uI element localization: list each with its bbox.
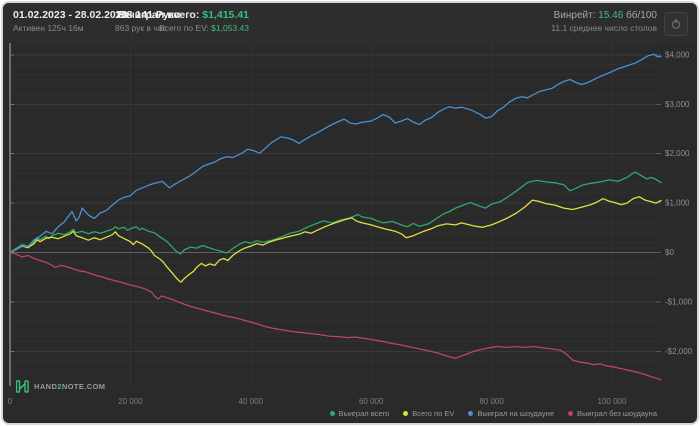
active-time: Активен 125ч 16м <box>13 23 84 33</box>
y-tick-label: -$1,000 <box>665 297 693 306</box>
y-tick-label: $2,000 <box>665 149 690 158</box>
y-tick-label: -$2,000 <box>665 347 693 356</box>
legend-dot-icon <box>329 411 335 416</box>
y-tick-label: $0 <box>665 248 674 257</box>
series-line-выиграл-всего <box>9 171 662 255</box>
date-range-block: 01.02.2023 - 28.02.2023 Активен 125ч 16м <box>13 9 127 34</box>
legend-label: Выиграл без шоудауна <box>577 409 657 418</box>
legend-item[interactable]: Выиграл на шоудауне <box>468 409 554 418</box>
winnings-graph: $4,000 $3,000 $2,000 $1,000 $0 -$1,000 -$2,000… <box>8 40 693 406</box>
winrate-block: Винрейт: 15.46 бб/100 11.1 среднее число… <box>551 9 657 34</box>
series-line-выиграл-на-шоудауне <box>9 53 662 254</box>
watermark-pre: HAND <box>34 382 58 391</box>
watermark: HAND2NOTE.COM <box>16 380 105 393</box>
legend-item[interactable]: Всего по EV <box>403 409 454 418</box>
winrate-unit: бб/100 <box>626 10 657 21</box>
x-tick-label: 100 000 <box>598 397 627 406</box>
legend-label: Выиграл всего <box>338 409 390 418</box>
legend-dot-icon <box>568 411 573 416</box>
hands-count: 108 141 Руки <box>115 9 181 21</box>
legend-dot-icon <box>403 411 409 416</box>
avg-tables: 11.1 среднее число столов <box>551 23 657 33</box>
ev-total-value: $1,053.43 <box>211 23 249 33</box>
watermark-post: NOTE.COM <box>61 382 106 391</box>
winnings-block: Выиграл всего: $1,415.41 Всего по EV: $1… <box>118 9 249 34</box>
graph-settings-button[interactable] <box>664 12 688 36</box>
series-line-выиграл-без-шоудауна <box>9 251 662 381</box>
won-total-label: Выиграл всего: <box>118 9 200 21</box>
y-tick-label: $3,000 <box>665 100 690 109</box>
y-tick-label: $1,000 <box>665 199 690 208</box>
legend-label: Всего по EV <box>412 409 455 418</box>
x-tick-label: 0 <box>8 397 13 406</box>
x-tick-label: 80 000 <box>479 397 504 406</box>
legend-label: Выиграл на шоудауне <box>477 409 554 418</box>
hand2note-logo-icon <box>16 380 29 393</box>
stats-header: 01.02.2023 - 28.02.2023 Активен 125ч 16м… <box>3 3 697 43</box>
x-tick-label: 40 000 <box>239 397 264 406</box>
legend-item[interactable]: Выиграл без шоудауна <box>568 409 657 418</box>
date-range: 01.02.2023 - 28.02.2023 <box>13 9 128 21</box>
hands-per-hour: 863 рук в час <box>115 23 167 33</box>
hands-block: 108 141 Руки 863 рук в час <box>115 9 180 34</box>
legend-item[interactable]: Выиграл всего <box>329 409 390 418</box>
power-icon <box>671 19 681 29</box>
ev-total-label: Всего по EV: <box>159 23 209 33</box>
chart-legend: Выиграл всего Всего по EV Выиграл на шоуда… <box>329 409 657 418</box>
legend-dot-icon <box>468 411 474 416</box>
watermark-mid: 2 <box>57 382 62 391</box>
series-line-всего-по-ev <box>9 196 662 283</box>
y-tick-label: $4,000 <box>665 50 690 59</box>
x-tick-label: 60 000 <box>359 397 384 406</box>
winrate-value: 15.46 <box>598 10 624 21</box>
x-tick-label: 20 000 <box>118 397 143 406</box>
winrate-label: Винрейт: <box>553 10 596 21</box>
won-total-value: $1,415.41 <box>202 9 249 21</box>
